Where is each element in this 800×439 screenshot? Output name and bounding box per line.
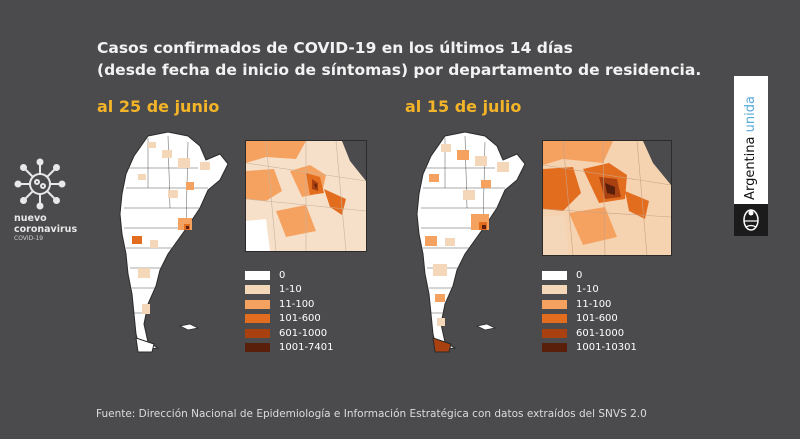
legend-item: 11-100 — [542, 297, 637, 312]
legend-swatch — [542, 285, 567, 295]
legend-swatch — [542, 299, 567, 309]
legend-swatch — [245, 299, 270, 309]
argentina-unida-badge: Argentina unida — [734, 76, 768, 236]
legend-label: 11-100 — [279, 298, 315, 310]
legend-swatch — [245, 285, 270, 295]
legend-label: 0 — [279, 269, 286, 281]
logo-line-1: nuevo — [14, 213, 47, 224]
date-label-july: al 15 de julio — [405, 97, 522, 116]
date-label-june: al 25 de junio — [97, 97, 220, 116]
malvinas-islands — [178, 323, 200, 331]
legend-label: 1-10 — [576, 284, 599, 296]
legend-item: 1-10 — [245, 283, 334, 298]
logo-line-2: coronavirus — [14, 224, 78, 235]
tierra-del-fuego — [135, 337, 155, 353]
tierra-del-fuego — [432, 337, 452, 353]
legend-label: 601-1000 — [279, 327, 328, 339]
legend-label: 1001-10301 — [576, 342, 637, 354]
legend-swatch — [245, 270, 270, 280]
logo-line-3: COVID-19 — [14, 235, 44, 242]
legend-label: 1001-7401 — [279, 342, 334, 354]
legend-july: 0 1-10 11-100 101-600 601-1000 1001-1030… — [542, 268, 637, 355]
legend-swatch — [542, 270, 567, 280]
legend-item: 101-600 — [542, 312, 637, 327]
legend-swatch — [542, 328, 567, 338]
legend-item: 0 — [245, 268, 334, 283]
legend-label: 11-100 — [576, 298, 612, 310]
legend-swatch — [245, 343, 270, 353]
legend-item: 101-600 — [245, 312, 334, 327]
page-title: Casos confirmados de COVID-19 en los últ… — [97, 37, 702, 81]
legend-item: 601-1000 — [542, 326, 637, 341]
argentina-map-july — [416, 131, 526, 353]
legend-june: 0 1-10 11-100 101-600 601-1000 1001-7401 — [245, 268, 334, 355]
national-emblem-icon — [734, 204, 768, 236]
legend-item: 1001-10301 — [542, 341, 637, 356]
legend-swatch — [245, 328, 270, 338]
brand-word-2: unida — [743, 96, 758, 133]
inset-map-july — [542, 140, 672, 256]
legend-item: 11-100 — [245, 297, 334, 312]
argentina-map-june — [119, 131, 229, 353]
inset-map-june — [245, 140, 367, 252]
legend-label: 0 — [576, 269, 583, 281]
legend-label: 601-1000 — [576, 327, 625, 339]
legend-item: 1-10 — [542, 283, 637, 298]
legend-item: 601-1000 — [245, 326, 334, 341]
brand-wordmark: Argentina unida — [741, 84, 761, 212]
legend-swatch — [542, 314, 567, 324]
coronavirus-logo: nuevo coronavirus COVID-19 — [14, 158, 84, 243]
legend-swatch — [245, 314, 270, 324]
malvinas-islands — [475, 323, 497, 331]
brand-word-1: Argentina — [743, 136, 758, 200]
legend-swatch — [542, 343, 567, 353]
title-line-1: Casos confirmados de COVID-19 en los últ… — [97, 39, 573, 57]
legend-label: 101-600 — [576, 313, 618, 325]
source-note: Fuente: Dirección Nacional de Epidemiolo… — [96, 408, 647, 420]
legend-item: 0 — [542, 268, 637, 283]
virus-icon — [14, 158, 66, 210]
legend-item: 1001-7401 — [245, 341, 334, 356]
legend-label: 101-600 — [279, 313, 321, 325]
legend-label: 1-10 — [279, 284, 302, 296]
title-line-2: (desde fecha de inicio de síntomas) por … — [97, 61, 702, 79]
